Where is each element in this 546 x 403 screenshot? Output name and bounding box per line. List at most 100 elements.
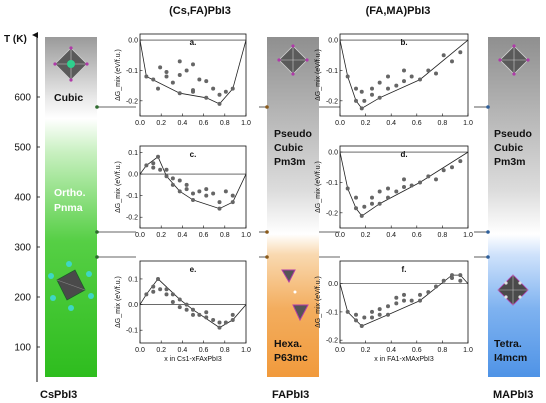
x-tick-label: 0.6 [199, 347, 209, 354]
data-point [204, 79, 209, 84]
data-point [217, 325, 222, 330]
data-point [377, 80, 382, 85]
data-point [211, 191, 216, 196]
y-tick-label: -0.2 [326, 338, 338, 345]
data-point [418, 180, 422, 185]
data-point [359, 106, 364, 111]
compound-label-mapbi3: MAPbI3 [493, 389, 533, 401]
data-point [151, 77, 156, 82]
temperature-axis: T (K) 100 200 300 400 500 600 [4, 32, 40, 382]
phase-label-cubic: Cubic [274, 142, 303, 154]
data-point [191, 312, 195, 317]
phase-label-pm3m: Pm3m [494, 156, 526, 168]
data-point [170, 300, 175, 304]
pseudo-cubic-crystal-icon [277, 44, 309, 76]
data-point [409, 183, 414, 188]
data-point [151, 284, 156, 289]
phase-label-hexa: Hexa. [274, 338, 302, 350]
panel-b: b. 0.0 -0.1 -0.2 0.0 0.2 0.4 0.6 0.8 1.0 ΔG_mix (e… [315, 33, 473, 127]
temperature-tick-label: 500 [14, 143, 31, 154]
data-point [184, 68, 189, 73]
phase-transition-dot [265, 255, 269, 259]
temperature-axis-label: T (K) [4, 34, 27, 45]
data-point [426, 68, 431, 73]
y-tick-label: -0.2 [126, 98, 138, 105]
data-point [434, 284, 438, 289]
compound-label-fapbi3: FAPbI3 [272, 389, 309, 401]
column-title-cs-fa: (Cs,FA)PbI3 [169, 5, 231, 17]
data-point [177, 305, 182, 310]
data-point [197, 312, 202, 317]
data-point [441, 53, 446, 58]
pseudo-cubic-crystal-icon [498, 44, 530, 76]
temperature-tick-label: 100 [14, 343, 31, 354]
data-point [450, 165, 454, 170]
data-point [402, 298, 406, 303]
data-point [164, 174, 169, 179]
tetragonal-crystal-icon [497, 274, 529, 306]
data-point [345, 186, 350, 191]
temperature-tick-label: 300 [14, 243, 31, 254]
data-point [164, 287, 169, 292]
data-point [191, 191, 195, 196]
temperature-tick-label: 600 [14, 93, 31, 104]
x-tick-label: 0.4 [386, 347, 396, 354]
y-tick-label: -0.2 [126, 215, 138, 222]
panel-f: f. 0.0 -0.1 -0.2 0.0 0.2 0.4 0.6 0.8 1.0 ΔG_mix (e… [315, 260, 473, 363]
phase-label-tetra: Tetra. [494, 338, 522, 350]
data-point [191, 89, 195, 94]
phase-bar-fapbi3: Pseudo Cubic Pm3m Hexa. P63mc [267, 37, 319, 377]
y-tick-label: -0.2 [326, 98, 338, 105]
data-point [418, 77, 422, 82]
y-axis-label: ΔG_mix (eV/f.u.) [315, 161, 322, 213]
data-point [377, 95, 382, 100]
x-tick-label: 1.0 [241, 232, 251, 239]
data-point [434, 71, 438, 76]
data-point [370, 195, 374, 200]
x-tick-label: 0.0 [135, 120, 145, 127]
data-point [223, 320, 228, 325]
data-point [191, 307, 195, 312]
phase-label-pseudo: Pseudo [274, 128, 312, 140]
mixing-energy-panels: a. 0.0 -0.1 -0.2 0.0 0.2 0.4 0.6 0.8 1.0 ΔG_mix (e… [115, 33, 473, 363]
y-tick-label: -0.1 [326, 309, 338, 316]
data-point [144, 163, 149, 168]
data-point [217, 200, 222, 205]
data-point [211, 86, 216, 91]
y-axis-label: ΔG_mix (eV/f.u.) [315, 49, 322, 101]
data-point [458, 50, 463, 55]
data-point [177, 297, 182, 302]
data-point [450, 275, 454, 280]
y-tick-label: 0.0 [328, 38, 338, 45]
data-point [386, 312, 390, 317]
data-point [402, 185, 406, 189]
data-point [191, 197, 195, 202]
y-axis-label: ΔG_mix (eV/f.u.) [115, 276, 122, 328]
column-title-fa-ma: (FA,MA)PbI3 [366, 5, 431, 17]
phase-label-cubic: Cubic [494, 142, 523, 154]
y-tick-label: -0.1 [126, 328, 138, 335]
data-point [204, 315, 209, 320]
x-tick-label: 0.2 [156, 347, 166, 354]
hexagonal-crystal-icon [281, 269, 309, 322]
data-point [458, 159, 463, 164]
phase-bar-fapbi3-fill [267, 37, 319, 377]
data-point [394, 301, 399, 306]
data-point [450, 59, 454, 64]
y-tick-label: 0.0 [128, 302, 138, 309]
temperature-ticks: 100 200 300 400 500 600 [14, 93, 40, 354]
data-point [402, 292, 406, 297]
data-point [230, 317, 235, 322]
data-point [377, 189, 382, 194]
panel-d: d. 0.0 -0.1 -0.2 0.0 0.2 0.4 0.6 0.8 1.0 ΔG_mix (e… [315, 145, 473, 239]
data-point [434, 177, 438, 182]
data-point [223, 89, 228, 94]
panel-e: e. 0.1 0.0 -0.1 0.0 0.2 0.4 0.6 0.8 1.0 ΔG_mix (eV… [115, 260, 251, 363]
data-point [370, 92, 374, 97]
data-point [217, 320, 222, 325]
data-point [223, 189, 228, 194]
data-point [345, 309, 350, 314]
x-tick-label: 0.2 [156, 232, 166, 239]
panel-label: b. [400, 38, 407, 47]
data-point [450, 273, 454, 278]
